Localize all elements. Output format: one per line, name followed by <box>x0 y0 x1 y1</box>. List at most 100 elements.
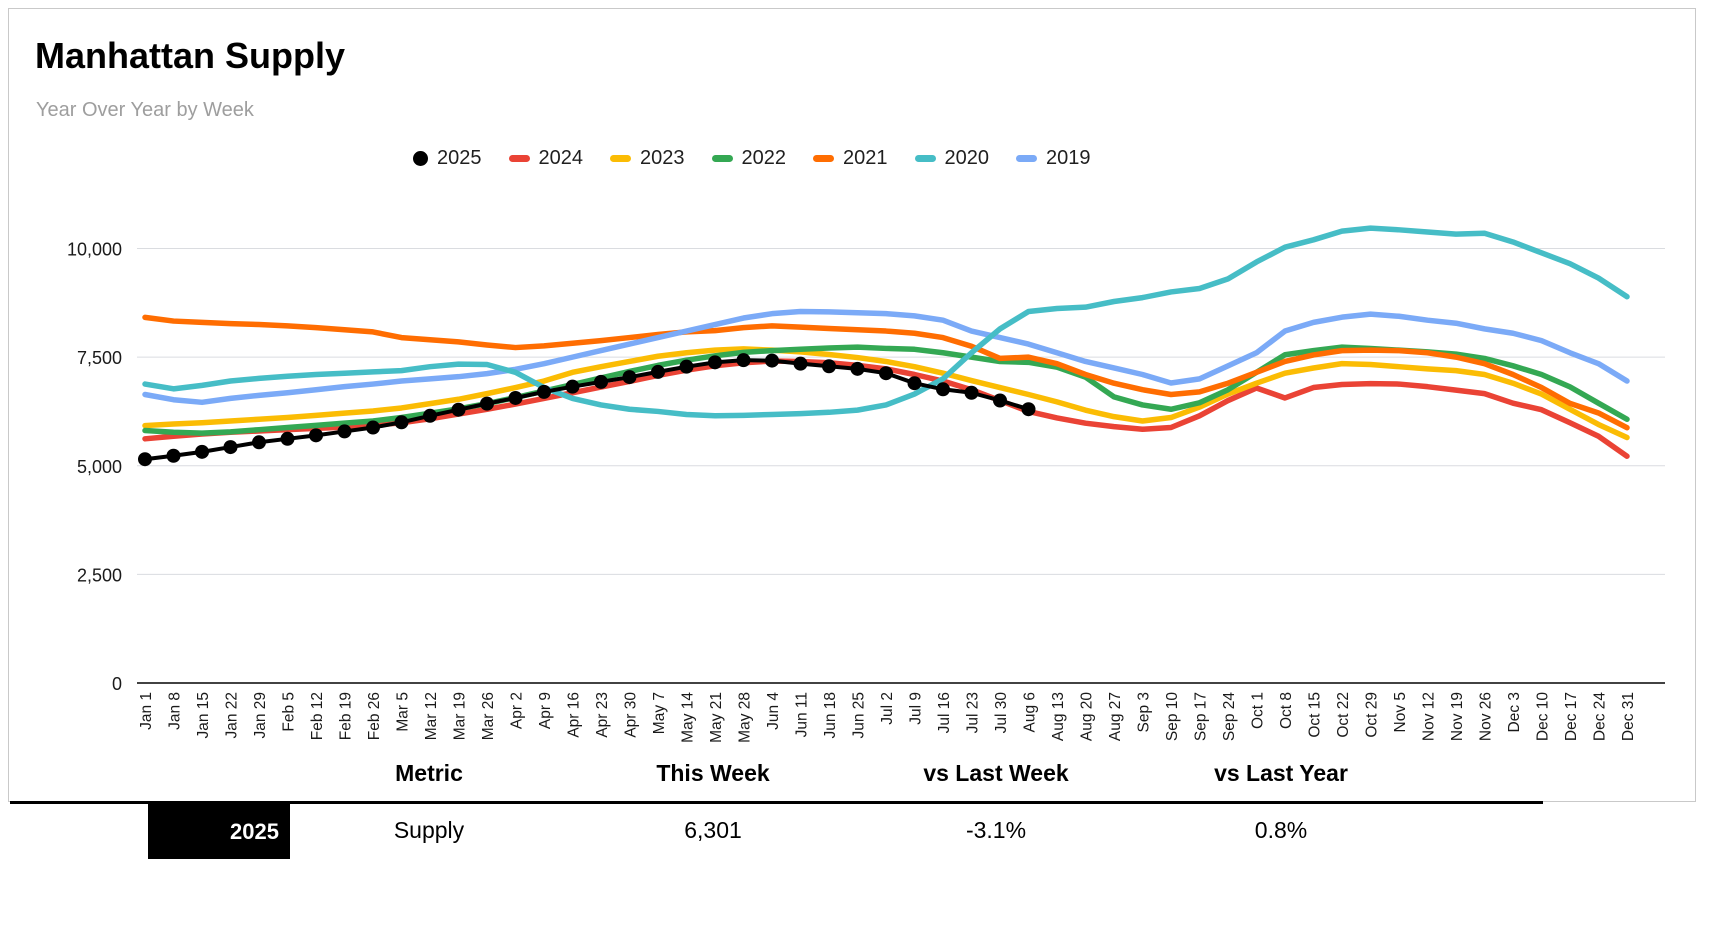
series-point-2025 <box>195 444 209 459</box>
x-axis-label-jul-9: Jul 9 <box>908 692 925 725</box>
x-axis-label-dec-24: Dec 24 <box>1592 692 1609 741</box>
series-point-2025 <box>480 396 494 411</box>
legend-dash-icon <box>711 155 733 162</box>
series-point-2025 <box>907 376 922 391</box>
series-point-2025 <box>594 374 608 389</box>
x-axis-label-nov-12: Nov 12 <box>1421 692 1438 741</box>
legend-item-2022[interactable]: 2022 <box>711 147 787 170</box>
table-divider <box>10 801 1543 804</box>
x-axis-label-dec-3: Dec 3 <box>1506 692 1523 733</box>
x-axis-label-jun-4: Jun 4 <box>765 692 782 730</box>
series-point-2025 <box>822 359 836 374</box>
x-axis-label-oct-15: Oct 15 <box>1307 692 1324 738</box>
legend-item-2021[interactable]: 2021 <box>813 147 888 170</box>
x-axis-label-apr-16: Apr 16 <box>566 692 583 738</box>
legend-label: 2024 <box>538 147 584 169</box>
legend-dash-icon <box>1016 155 1037 162</box>
legend-item-2024[interactable]: 2024 <box>508 147 584 170</box>
table-cell-this-week: 6,301 <box>684 817 742 843</box>
chart-subtitle: Year Over Year by Week <box>36 99 254 121</box>
series-point-2025 <box>537 384 551 399</box>
chart-legend: 2025 2024 2023 2022 2021 2020 2019 <box>413 147 1091 170</box>
x-axis-label-jan-8: Jan 8 <box>167 692 184 730</box>
series-point-2025 <box>223 440 238 455</box>
table-header-metric: Metric <box>395 760 463 786</box>
series-point-2025 <box>337 424 352 439</box>
year-badge-2025: 2025 <box>148 804 290 859</box>
x-axis-label-feb-5: Feb 5 <box>281 692 298 732</box>
y-axis-label-7500: 7,500 <box>77 348 122 368</box>
series-point-2025 <box>565 379 580 394</box>
table-header-vs-last-week: vs Last Week <box>923 760 1069 786</box>
legend-label: 2023 <box>640 147 685 169</box>
x-axis-label-aug-27: Aug 27 <box>1107 692 1124 741</box>
x-axis-label-feb-12: Feb 12 <box>309 692 326 740</box>
series-point-2025 <box>138 452 152 467</box>
legend-dash-icon <box>508 155 530 162</box>
x-axis-label-jul-30: Jul 30 <box>993 692 1010 734</box>
table-cell-vs-last-year: 0.8% <box>1254 817 1308 843</box>
y-axis-label-10000: 10,000 <box>67 240 122 260</box>
legend-item-2023[interactable]: 2023 <box>610 147 685 170</box>
x-axis-label-sep-10: Sep 10 <box>1164 692 1181 742</box>
x-axis-label-jan-29: Jan 29 <box>252 692 269 739</box>
series-point-2025 <box>451 402 466 417</box>
table-header-vs-last-year: vs Last Year <box>1214 760 1348 786</box>
x-axis-label-jan-1: Jan 1 <box>138 692 155 730</box>
y-axis-label-0: 0 <box>112 674 122 694</box>
series-point-2025 <box>736 353 751 368</box>
legend-item-2019[interactable]: 2019 <box>1016 147 1091 170</box>
series-point-2025 <box>280 431 295 446</box>
x-axis-label-dec-17: Dec 17 <box>1563 692 1580 741</box>
series-point-2025 <box>394 415 409 430</box>
x-axis-label-dec-10: Dec 10 <box>1535 692 1552 741</box>
series-point-2025 <box>252 435 266 450</box>
x-axis-label-mar-19: Mar 19 <box>452 692 469 740</box>
x-axis-label-jun-11: Jun 11 <box>794 692 811 737</box>
legend-label: 2022 <box>741 147 787 169</box>
x-axis-label-jun-25: Jun 25 <box>851 692 868 739</box>
table-header-this-week: This Week <box>656 760 770 786</box>
x-axis-label-feb-19: Feb 19 <box>338 692 355 740</box>
series-point-2025 <box>651 364 665 379</box>
series-point-2025 <box>309 428 323 443</box>
chart-title: Manhattan Supply <box>35 35 346 76</box>
x-axis-label-jul-16: Jul 16 <box>936 692 953 733</box>
legend-label: 2021 <box>843 147 888 169</box>
x-axis-label-oct-1: Oct 1 <box>1250 692 1267 729</box>
series-point-2025 <box>708 355 722 370</box>
x-axis-label-nov-19: Nov 19 <box>1449 692 1466 741</box>
x-axis-label-feb-26: Feb 26 <box>366 692 383 740</box>
x-axis-label-jan-22: Jan 22 <box>224 692 241 739</box>
legend-item-2025[interactable]: 2025 <box>413 147 482 170</box>
x-axis-label-apr-23: Apr 23 <box>594 692 611 738</box>
series-point-2025 <box>793 356 808 371</box>
x-axis-label-may-7: May 7 <box>651 692 668 734</box>
series-line-2021 <box>142 314 1630 431</box>
x-axis-label-apr-30: Apr 30 <box>623 692 640 738</box>
series-line-2020 <box>142 225 1630 419</box>
x-axis-label-mar-5: Mar 5 <box>395 692 412 732</box>
x-axis-label-aug-13: Aug 13 <box>1050 692 1067 741</box>
series-point-2025 <box>679 359 694 374</box>
x-axis-label-sep-3: Sep 3 <box>1136 692 1153 733</box>
x-axis-label-oct-22: Oct 22 <box>1335 692 1352 738</box>
x-axis-label-jan-15: Jan 15 <box>195 692 212 739</box>
x-axis-label-oct-29: Oct 29 <box>1364 692 1381 738</box>
y-axis-label-2500: 2,500 <box>77 565 122 585</box>
series-line-2019 <box>142 308 1630 406</box>
x-axis-label-apr-2: Apr 2 <box>509 692 526 729</box>
series-point-2025 <box>993 393 1007 408</box>
table-cell-metric: Supply <box>393 817 465 843</box>
legend-item-2020[interactable]: 2020 <box>914 147 990 170</box>
x-axis-label-jul-23: Jul 23 <box>965 692 982 733</box>
legend-label: 2019 <box>1046 147 1091 169</box>
x-axis-label-mar-26: Mar 26 <box>480 692 497 740</box>
x-axis-label-may-14: May 14 <box>680 692 697 743</box>
legend-dash-icon <box>914 155 936 162</box>
legend-label: 2020 <box>944 147 990 169</box>
series-point-2025 <box>423 408 437 423</box>
x-axis-label-nov-26: Nov 26 <box>1478 692 1495 741</box>
x-axis-label-apr-9: Apr 9 <box>537 692 554 729</box>
x-axis-label-aug-20: Aug 20 <box>1079 692 1096 742</box>
